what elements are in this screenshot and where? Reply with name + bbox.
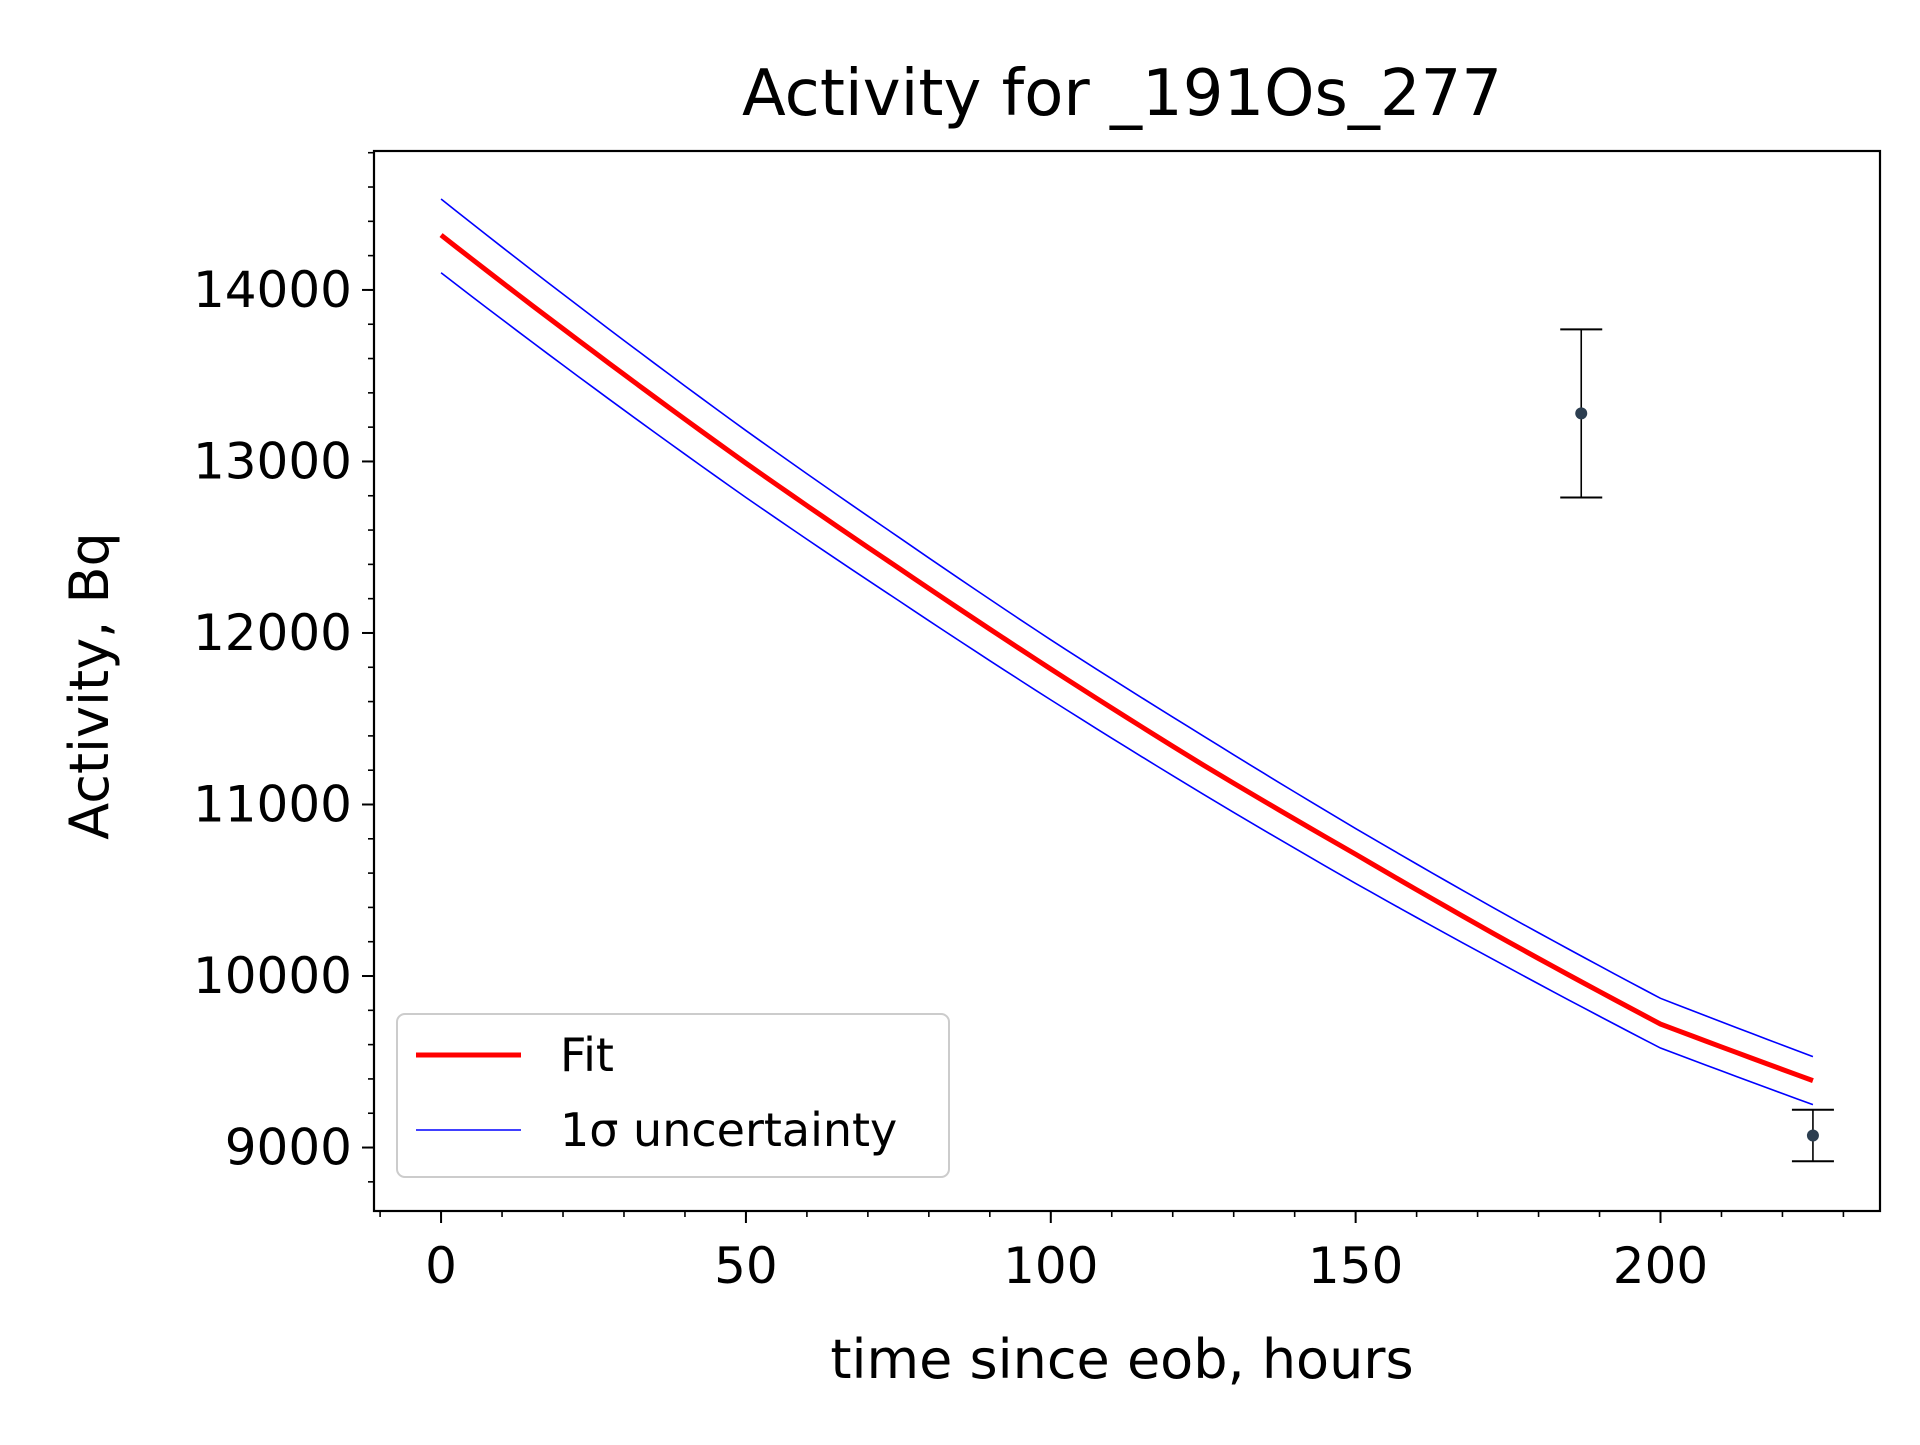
y-axis-label: Activity, Bq xyxy=(58,532,121,840)
chart-title: Activity for _191Os_277 xyxy=(742,57,1502,131)
y-tick-label: 14000 xyxy=(193,261,352,319)
axes-frame xyxy=(372,149,1882,1213)
legend-fit-label: Fit xyxy=(560,1028,614,1082)
x-tick-label: 150 xyxy=(1308,1237,1403,1295)
x-tick-label: 50 xyxy=(714,1237,778,1295)
legend-entry-uncertainty: 1σ uncertainty xyxy=(416,1103,897,1157)
measurement-point xyxy=(1560,328,1603,499)
axis-ticks: 0 50 100 150 200 9000 10000 11000 12000 13000 1400… xyxy=(193,151,1845,1295)
legend-box xyxy=(396,1013,950,1178)
x-tick-label: 100 xyxy=(1003,1237,1098,1295)
data-point-marker xyxy=(1806,1129,1819,1142)
y-tick-label: 12000 xyxy=(193,604,352,662)
y-tick-label: 9000 xyxy=(225,1119,352,1177)
x-axis-label: time since eob, hours xyxy=(830,1328,1413,1391)
data-point-marker xyxy=(1575,407,1588,420)
uncertainty-upper-line xyxy=(440,198,1814,1058)
uncertainty-lower-line xyxy=(440,272,1814,1106)
y-tick-label: 10000 xyxy=(193,947,352,1005)
x-tick-label: 0 xyxy=(425,1237,457,1295)
measurement-point xyxy=(1791,1108,1834,1163)
fit-line xyxy=(439,233,1814,1083)
x-tick-label: 200 xyxy=(1613,1237,1708,1295)
series-group xyxy=(439,198,1814,1106)
y-tick-label: 11000 xyxy=(193,775,352,833)
legend: Fit 1σ uncertainty xyxy=(396,1013,950,1178)
legend-entry-fit: Fit xyxy=(416,1028,614,1082)
plot-area xyxy=(372,149,1882,1213)
legend-uncertainty-label: 1σ uncertainty xyxy=(560,1103,897,1157)
y-tick-label: 13000 xyxy=(193,432,352,490)
